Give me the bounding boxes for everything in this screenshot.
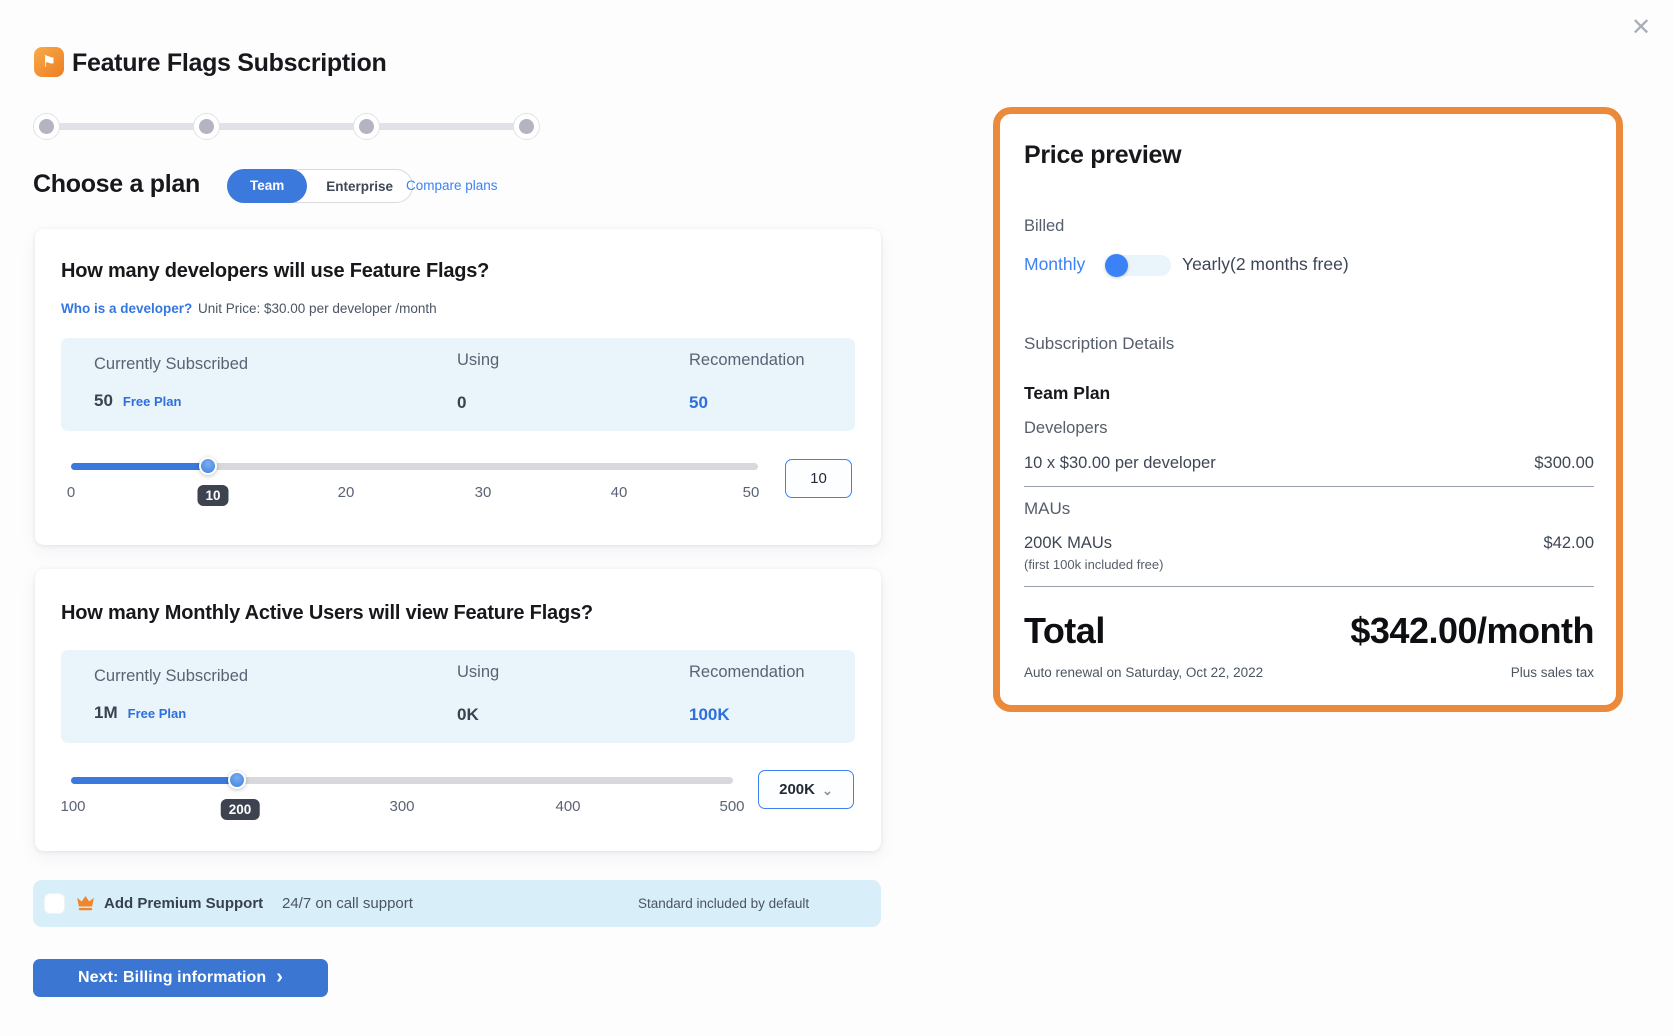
plan-name: Team Plan [1024, 383, 1111, 403]
recommendation-label: Recomendation [689, 663, 805, 681]
next-billing-button[interactable]: Next: Billing information › [33, 959, 328, 997]
subscribed-value: 1M [94, 703, 118, 722]
billing-period-toggle[interactable] [1105, 254, 1171, 277]
total-label: Total [1024, 610, 1105, 651]
billing-monthly-option[interactable]: Monthly [1024, 254, 1086, 274]
recommendation-label: Recomendation [689, 351, 805, 369]
tick-20: 20 [337, 484, 355, 501]
premium-support-checkbox[interactable] [44, 893, 65, 914]
maus-card-title: How many Monthly Active Users will view … [61, 602, 593, 624]
compare-plans-link[interactable]: Compare plans [406, 178, 498, 193]
free-plan-badge: Free Plan [122, 394, 182, 409]
recommendation-value: 100K [689, 705, 730, 724]
billing-toggle-knob[interactable] [1105, 254, 1128, 277]
using-label: Using [457, 663, 500, 681]
recommendation-value: 50 [689, 393, 708, 412]
premium-support-row: Add Premium Support 24/7 on call support… [33, 880, 881, 927]
feature-flags-logo-icon: ⚑ [34, 47, 64, 77]
developers-card: How many developers will use Feature Fla… [35, 229, 881, 545]
developers-slider[interactable] [71, 457, 758, 475]
stepper-dot-3 [353, 113, 380, 140]
choose-plan-heading: Choose a plan [33, 170, 200, 198]
stepper-line [46, 123, 526, 130]
developers-line-item: 10 x $30.00 per developer [1024, 454, 1216, 472]
next-billing-label: Next: Billing information [77, 969, 267, 986]
renewal-note: Auto renewal on Saturday, Oct 22, 2022 [1024, 665, 1264, 680]
maus-line-item: 200K MAUs [1024, 534, 1113, 552]
subscription-details-heading: Subscription Details [1024, 334, 1175, 353]
maus-stats-box: Currently Subscribed 1M Free Plan Using … [61, 650, 855, 743]
developers-line-price: $300.00 [1534, 454, 1594, 472]
subscribed-label: Currently Subscribed [94, 667, 249, 685]
developers-card-title: How many developers will use Feature Fla… [61, 260, 490, 282]
subscribed-value-row: 1M Free Plan [94, 703, 186, 723]
tick-40: 40 [610, 484, 628, 501]
total-value: $342.00/month [1350, 610, 1594, 651]
price-preview-title: Price preview [1024, 141, 1182, 169]
subscribed-value: 50 [94, 391, 113, 410]
tick-50: 50 [742, 484, 760, 501]
maus-section-label: MAUs [1024, 499, 1071, 518]
unit-price-text: Unit Price: $30.00 per developer /month [198, 301, 437, 316]
divider [1024, 586, 1594, 587]
developers-section-label: Developers [1024, 419, 1108, 437]
developers-slider-fill [71, 463, 208, 470]
developers-slider-value-badge: 10 [197, 485, 229, 506]
free-plan-badge: Free Plan [127, 706, 187, 721]
price-preview-panel: Price preview Billed Monthly Yearly(2 mo… [993, 107, 1623, 712]
using-label: Using [457, 351, 500, 369]
developers-stats-box: Currently Subscribed 50 Free Plan Using … [61, 338, 855, 431]
developers-count-input[interactable]: 10 [785, 459, 852, 498]
using-value: 0K [457, 705, 479, 724]
subscribed-value-row: 50 Free Plan [94, 391, 181, 411]
sales-tax-note: Plus sales tax [1510, 665, 1594, 680]
using-value: 0 [457, 393, 467, 412]
plan-type-toggle: Team Enterprise [227, 168, 414, 203]
stepper-dot-1 [33, 113, 60, 140]
stepper-dot-4 [513, 113, 540, 140]
billing-yearly-option[interactable]: Yearly(2 months free) [1182, 254, 1349, 274]
premium-support-label: Add Premium Support [104, 895, 264, 912]
chevron-down-icon: ⌄ [821, 783, 833, 798]
premium-support-sublabel: 24/7 on call support [282, 895, 413, 912]
tick-300: 300 [389, 798, 415, 815]
stepper-dot-2 [193, 113, 220, 140]
developers-slider-thumb[interactable] [199, 457, 217, 475]
tick-30: 30 [474, 484, 492, 501]
maus-dropdown-value: 200K [779, 781, 815, 798]
chevron-right-icon: › [276, 965, 284, 988]
tick-100: 100 [60, 798, 86, 815]
maus-slider-fill [71, 777, 237, 784]
tick-0: 0 [66, 484, 76, 501]
maus-slider[interactable] [71, 771, 733, 789]
tick-500: 500 [719, 798, 745, 815]
maus-slider-value-badge: 200 [220, 799, 260, 820]
maus-included-note: (first 100k included free) [1024, 557, 1164, 572]
who-is-developer-link[interactable]: Who is a developer? [61, 301, 193, 316]
page-title: Feature Flags Subscription [72, 49, 387, 77]
maus-dropdown[interactable]: 200K ⌄ [758, 770, 854, 809]
subscribed-label: Currently Subscribed [94, 355, 249, 373]
divider [1024, 486, 1594, 487]
billed-label: Billed [1024, 217, 1065, 235]
maus-slider-thumb[interactable] [228, 771, 246, 789]
premium-support-note: Standard included by default [638, 896, 810, 911]
plan-toggle-team[interactable]: Team [227, 168, 308, 203]
close-icon[interactable]: ✕ [1630, 14, 1652, 41]
maus-line-price: $42.00 [1543, 534, 1594, 552]
maus-card: How many Monthly Active Users will view … [35, 569, 881, 851]
crown-icon [75, 892, 96, 918]
plan-toggle-enterprise[interactable]: Enterprise [326, 178, 394, 194]
tick-400: 400 [555, 798, 581, 815]
